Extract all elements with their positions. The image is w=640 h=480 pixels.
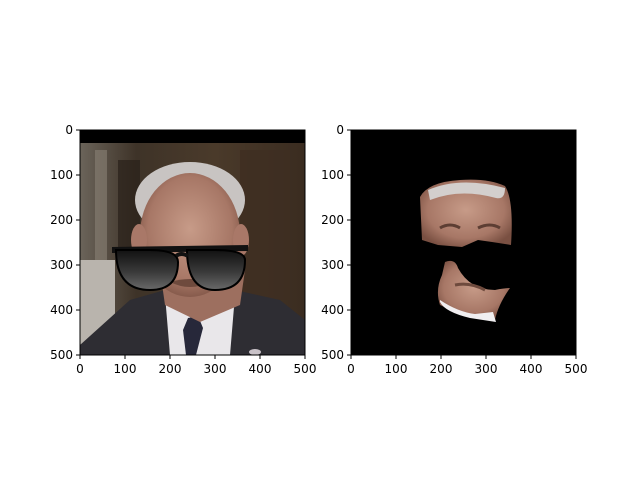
left-image	[80, 130, 305, 355]
left-panel-xtick-label: 500	[294, 362, 317, 376]
right-panel-xtick-label: 300	[475, 362, 498, 376]
right-panel-xtick-label: 100	[385, 362, 408, 376]
right-panel-xtick-label: 400	[520, 362, 543, 376]
right-panel-ytick-label: 100	[321, 168, 344, 182]
right-panel-ytick-label: 0	[336, 123, 344, 137]
left-panel-ytick-label: 400	[50, 303, 73, 317]
right-panel-ytick-label: 200	[321, 213, 344, 227]
sunglasses-icon	[112, 245, 248, 292]
right-panel-ytick-label: 500	[321, 348, 344, 362]
left-panel-ytick-label: 0	[65, 123, 73, 137]
left-panel-xtick-label: 300	[204, 362, 227, 376]
left-panel-xtick-label: 100	[114, 362, 137, 376]
right-panel-xtick-label: 500	[565, 362, 588, 376]
right-panel-ytick-label: 400	[321, 303, 344, 317]
left-panel-ytick-label: 500	[50, 348, 73, 362]
left-panel-xtick-label: 400	[249, 362, 272, 376]
right-image	[351, 130, 576, 355]
right-panel-xtick-label: 0	[347, 362, 355, 376]
left-panel-ytick-label: 200	[50, 213, 73, 227]
right-panel-ytick-label: 300	[321, 258, 344, 272]
left-panel-ytick-label: 300	[50, 258, 73, 272]
left-panel-xtick-label: 0	[76, 362, 84, 376]
left-panel-xtick-label: 200	[159, 362, 182, 376]
right-panel-xtick-label: 200	[430, 362, 453, 376]
left-panel-ytick-label: 100	[50, 168, 73, 182]
